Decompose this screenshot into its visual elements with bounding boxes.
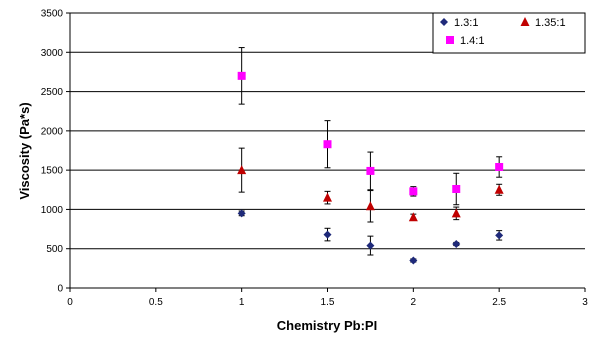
data-point-1.4:1 xyxy=(409,187,418,196)
legend-marker xyxy=(446,36,454,44)
legend-label: 1.4:1 xyxy=(460,35,484,47)
y-tick-label: 500 xyxy=(46,244,63,255)
data-point-1.35:1 xyxy=(451,208,461,218)
data-points xyxy=(237,71,504,265)
data-point-1.35:1 xyxy=(365,201,375,211)
error-bars xyxy=(238,47,503,263)
data-point-1.35:1 xyxy=(237,165,247,175)
y-tick-label: 2000 xyxy=(41,126,64,137)
data-point-1.3:1 xyxy=(452,240,461,248)
x-tick-label: 2 xyxy=(411,297,417,308)
data-point-1.3:1 xyxy=(323,230,332,239)
y-tick-label: 3500 xyxy=(41,9,64,20)
y-axis-title: Viscosity (Pa*s) xyxy=(17,102,32,199)
x-tick-label: 1 xyxy=(239,297,245,308)
data-point-1.35:1 xyxy=(408,212,418,222)
data-point-1.35:1 xyxy=(323,192,332,202)
y-tick-labels: 0 500 1000 1500 2000 2500 3000 3500 xyxy=(41,9,64,295)
x-tick-label: 3 xyxy=(582,297,588,308)
legend-marker xyxy=(520,17,530,26)
legend-label: 1.35:1 xyxy=(535,17,566,29)
axes xyxy=(66,12,586,292)
data-point-1.4:1 xyxy=(452,185,461,193)
legend: 1.3:1 1.35:1 1.4:1 xyxy=(432,12,586,54)
grid-lines xyxy=(70,12,585,250)
y-tick-label: 1000 xyxy=(41,205,64,216)
x-tick-label: 2.5 xyxy=(492,297,506,308)
data-point-1.3:1 xyxy=(237,209,246,218)
x-tick-label: 0.5 xyxy=(149,297,163,308)
legend-marker xyxy=(440,18,448,26)
y-tick-label: 3000 xyxy=(41,48,64,59)
data-point-1.4:1 xyxy=(323,140,332,149)
legend-box xyxy=(432,12,586,54)
y-tick-label: 2500 xyxy=(41,87,64,98)
data-point-1.4:1 xyxy=(237,71,246,80)
x-axis-title: Chemistry Pb:PI xyxy=(277,318,377,333)
x-tick-label: 1.5 xyxy=(321,297,335,308)
data-point-1.35:1 xyxy=(494,184,504,194)
y-tick-label: 0 xyxy=(57,284,63,295)
data-point-1.3:1 xyxy=(495,231,504,240)
data-point-1.4:1 xyxy=(495,163,504,171)
x-tick-label: 0 xyxy=(67,297,73,308)
x-tick-labels: 0 0.5 1 1.5 2 2.5 3 xyxy=(67,297,588,308)
data-point-1.4:1 xyxy=(366,166,375,175)
y-tick-label: 1500 xyxy=(41,166,64,177)
legend-label: 1.3:1 xyxy=(454,17,478,29)
data-point-1.3:1 xyxy=(409,256,418,265)
data-point-1.3:1 xyxy=(366,241,375,250)
